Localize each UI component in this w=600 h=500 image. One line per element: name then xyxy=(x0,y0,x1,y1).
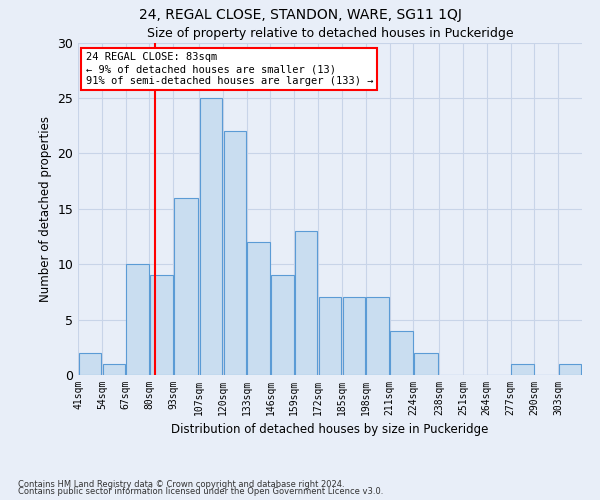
Bar xyxy=(150,275,173,375)
Bar xyxy=(127,264,149,375)
Bar xyxy=(174,198,198,375)
Bar xyxy=(343,298,365,375)
Title: Size of property relative to detached houses in Puckeridge: Size of property relative to detached ho… xyxy=(146,27,514,40)
X-axis label: Distribution of detached houses by size in Puckeridge: Distribution of detached houses by size … xyxy=(172,424,488,436)
Bar xyxy=(247,242,270,375)
Bar xyxy=(559,364,581,375)
Bar xyxy=(200,98,222,375)
Bar xyxy=(319,298,341,375)
Bar xyxy=(79,353,101,375)
Bar xyxy=(295,231,317,375)
Text: 24, REGAL CLOSE, STANDON, WARE, SG11 1QJ: 24, REGAL CLOSE, STANDON, WARE, SG11 1QJ xyxy=(139,8,461,22)
Bar xyxy=(511,364,533,375)
Bar xyxy=(271,275,293,375)
Bar xyxy=(224,131,246,375)
Text: Contains public sector information licensed under the Open Government Licence v3: Contains public sector information licen… xyxy=(18,487,383,496)
Bar xyxy=(414,353,439,375)
Y-axis label: Number of detached properties: Number of detached properties xyxy=(39,116,52,302)
Text: Contains HM Land Registry data © Crown copyright and database right 2024.: Contains HM Land Registry data © Crown c… xyxy=(18,480,344,489)
Bar xyxy=(103,364,125,375)
Bar xyxy=(390,330,413,375)
Bar xyxy=(367,298,389,375)
Text: 24 REGAL CLOSE: 83sqm
← 9% of detached houses are smaller (13)
91% of semi-detac: 24 REGAL CLOSE: 83sqm ← 9% of detached h… xyxy=(86,52,373,86)
